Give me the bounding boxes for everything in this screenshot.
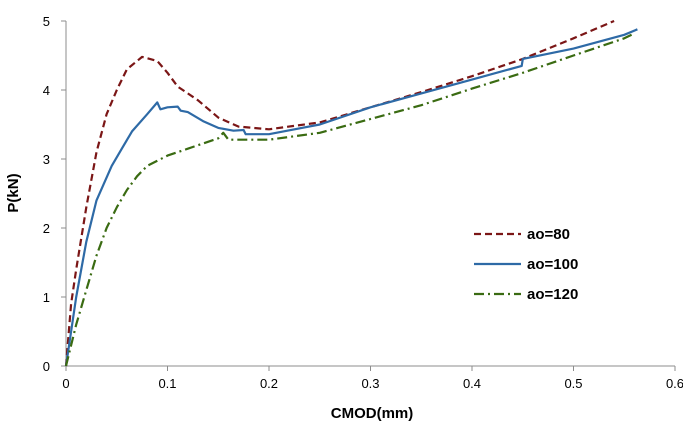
y-tick-label: 2 [43, 221, 50, 236]
x-tick-label: 0.4 [463, 376, 481, 391]
series-line-1 [64, 19, 615, 367]
y-tick-label: 4 [43, 83, 50, 98]
y-tick-label: 1 [43, 290, 50, 305]
x-tick-label: 0.3 [361, 376, 379, 391]
axes [65, 21, 675, 367]
legend-label-1: ao=80 [527, 226, 570, 243]
legend-label-3: ao=120 [527, 286, 578, 303]
series-lines [64, 19, 638, 367]
x-tick-label: 0.6 [666, 376, 683, 391]
legend: ao=80 ao=100 ao=120 [474, 226, 578, 303]
y-tick-label: 5 [43, 14, 50, 29]
x-tick-label: 0.5 [564, 376, 582, 391]
series-line-2 [64, 28, 638, 367]
series-line-3 [64, 32, 635, 367]
x-tick-label: 0.2 [260, 376, 278, 391]
legend-label-2: ao=100 [527, 256, 578, 273]
x-tick-label: 0.1 [158, 376, 176, 391]
y-tick-label: 0 [43, 359, 50, 374]
y-tick-label: 3 [43, 152, 50, 167]
x-axis-title: CMOD(mm) [331, 405, 414, 422]
x-tick-label: 0 [62, 376, 69, 391]
y-axis-title: P(kN) [5, 173, 22, 212]
tick-labels: 0 0.1 0.2 0.3 0.4 0.5 0.6 0 1 2 3 4 5 [43, 14, 683, 391]
